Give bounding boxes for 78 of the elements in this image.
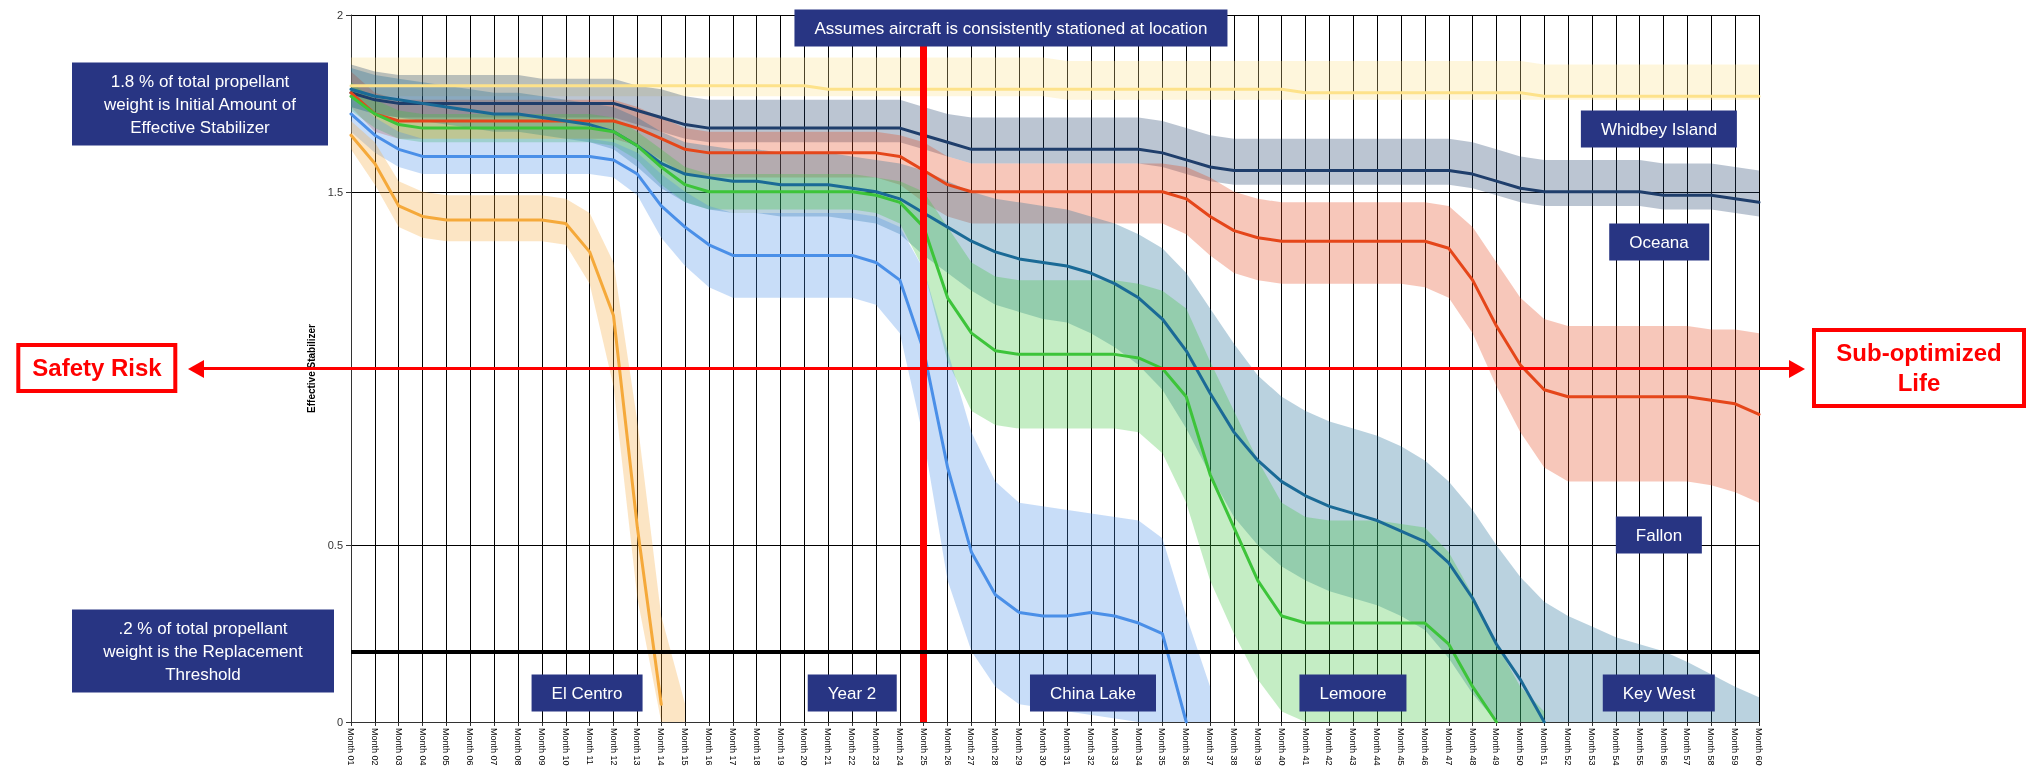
x-tick-label: Month 01 — [346, 728, 356, 766]
y-tick-label: 0.5 — [327, 539, 343, 552]
y-tick-label: 1.5 — [327, 185, 343, 198]
x-tick-label: Month 23 — [871, 728, 882, 766]
x-tick-label: Month 26 — [942, 728, 953, 766]
x-tick-label: Month 58 — [1706, 728, 1717, 766]
x-tick-label: Month 33 — [1109, 728, 1120, 766]
x-tick-label: Month 47 — [1443, 728, 1454, 766]
x-tick-label: Month 38 — [1228, 728, 1239, 766]
x-tick-label: Month 49 — [1491, 728, 1502, 766]
x-tick-label: Month 35 — [1157, 728, 1168, 766]
text: 1.8 % of total propellant weight is Initial Amount of Effective Stabilizer — [72, 62, 328, 146]
annotation: Assumes aircraft is consistently stationed at location — [794, 9, 1228, 47]
annotation: Oceana — [1609, 223, 1709, 261]
x-tick-label: Month 45 — [1396, 728, 1407, 766]
x-tick-label: Month 15 — [680, 728, 691, 766]
x-tick-label: Month 22 — [847, 728, 858, 766]
x-tick-label: Month 51 — [1539, 728, 1550, 766]
x-tick-label: Month 11 — [584, 728, 595, 765]
x-tick-label: Month 55 — [1634, 728, 1645, 766]
x-tick-label: Month 24 — [894, 728, 905, 766]
x-tick-label: Month 07 — [489, 728, 500, 766]
x-tick-label: Month 39 — [1252, 728, 1263, 766]
x-tick-label: Month 54 — [1610, 728, 1621, 766]
x-tick-label: Month 04 — [417, 728, 428, 766]
y-tick-label: 0 — [336, 716, 343, 728]
x-tick-label: Month 12 — [608, 728, 619, 766]
annotation: Whidbey Island — [1580, 110, 1738, 148]
x-tick-label: Month 40 — [1276, 728, 1287, 766]
x-tick-label: Month 50 — [1515, 728, 1526, 766]
x-tick-label: Month 53 — [1586, 728, 1597, 766]
x-tick-label: Month 13 — [632, 728, 643, 766]
x-tick-label: Month 16 — [703, 728, 714, 766]
text: Safety Risk — [16, 343, 178, 393]
x-tick-label: Month 27 — [966, 728, 977, 766]
x-tick-label: Month 20 — [799, 728, 810, 766]
x-tick-label: Month 21 — [823, 728, 834, 766]
x-tick-label: Month 34 — [1133, 728, 1144, 766]
x-tick-label: Month 17 — [727, 728, 738, 766]
x-tick-label: Month 60 — [1754, 728, 1764, 766]
x-tick-label: Month 56 — [1658, 728, 1669, 766]
x-tick-label: Month 08 — [513, 728, 524, 766]
x-tick-label: Month 02 — [369, 728, 380, 766]
x-tick-label: Month 46 — [1419, 728, 1430, 766]
x-tick-label: Month 31 — [1061, 728, 1072, 766]
annotation: Lemoore — [1299, 674, 1407, 712]
x-tick-label: Month 52 — [1563, 728, 1574, 766]
annotation: El Centro — [531, 674, 643, 712]
x-tick-label: Month 57 — [1682, 728, 1693, 766]
annotation: China Lake — [1029, 674, 1157, 712]
x-tick-label: Month 37 — [1205, 728, 1216, 766]
x-tick-label: Month 44 — [1372, 728, 1383, 766]
x-tick-label: Month 05 — [441, 728, 452, 766]
annotation: Key West — [1602, 674, 1716, 712]
x-tick-label: Month 29 — [1014, 728, 1025, 766]
y-tick-label: 2 — [336, 9, 343, 21]
x-tick-label: Month 36 — [1181, 728, 1192, 766]
y-axis-title: Effective Stabilizer — [306, 323, 318, 413]
x-tick-label: Month 03 — [393, 728, 404, 766]
annotation: Year 2 — [807, 674, 897, 712]
x-tick-label: Month 48 — [1467, 728, 1478, 766]
x-tick-label: Month 06 — [465, 728, 476, 766]
x-tick-label: Month 09 — [536, 728, 547, 766]
x-tick-label: Month 59 — [1730, 728, 1741, 766]
x-tick-label: Month 14 — [656, 728, 667, 766]
ref-line-label: .2 % of total propellant weight is the Replacement Threshold — [72, 609, 334, 693]
x-tick-label: Month 25 — [918, 728, 929, 766]
x-tick-label: Month 10 — [560, 728, 571, 766]
x-tick-label: Month 28 — [990, 728, 1001, 766]
x-tick-label: Month 41 — [1300, 728, 1311, 766]
x-tick-label: Month 42 — [1324, 728, 1335, 766]
x-tick-label: Month 43 — [1348, 728, 1359, 766]
annotation: Fallon — [1615, 516, 1703, 554]
text: Sub-optimized Life — [1812, 328, 2026, 408]
x-tick-label: Month 30 — [1038, 728, 1049, 766]
x-tick-label: Month 19 — [775, 728, 786, 766]
x-tick-label: Month 18 — [751, 728, 762, 766]
x-tick-label: Month 32 — [1085, 728, 1096, 766]
